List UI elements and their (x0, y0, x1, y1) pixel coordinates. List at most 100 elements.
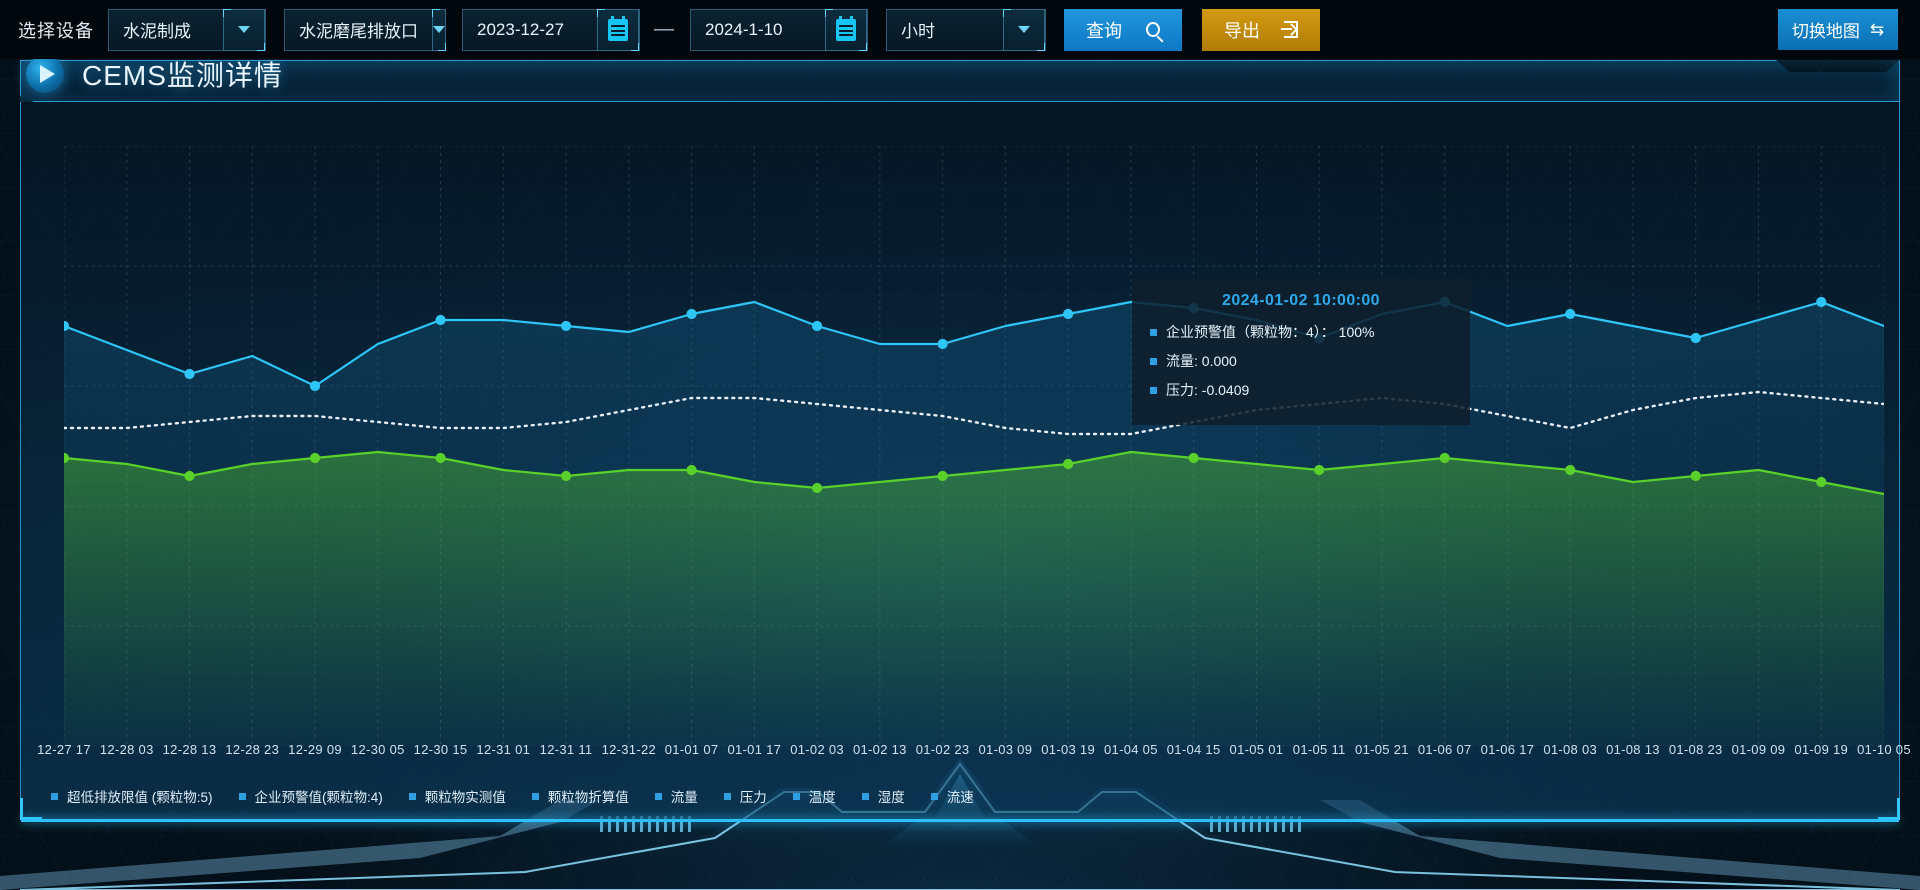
legend-color-swatch (238, 792, 246, 800)
series-markers (64, 452, 1827, 494)
series-line (64, 300, 1884, 388)
tooltip-rows: 企业预警值（颗粒物：4）： 100% 流量: 0.000 压力: -0.0409 (1150, 322, 1452, 400)
legend-color-swatch (531, 792, 539, 800)
device-select[interactable]: 水泥制成 (108, 8, 266, 51)
export-button[interactable]: 导出 (1202, 8, 1320, 51)
legend-item[interactable]: 压力 (723, 786, 767, 806)
x-axis-tick-label: 01-02 03 (790, 742, 844, 757)
end-date-value: 2024-1-10 (705, 19, 783, 39)
x-axis-tick-label: 12-28 03 (99, 742, 154, 757)
legend-item[interactable]: 超低排放限值 (颗粒物:5) (51, 786, 213, 806)
chart-panel: 12-27 17 12-28 03 12-28 13 12-28 23 12-29 09… (20, 102, 1911, 822)
legend-item[interactable]: 颗粒物折算值 (531, 786, 629, 806)
legend-item[interactable]: 湿度 (861, 786, 905, 806)
switch-map-button[interactable]: 切换地图 ⇆ (1778, 9, 1898, 50)
legend-item[interactable]: 企业预警值(颗粒物:4) (238, 786, 383, 806)
play-icon (26, 55, 64, 93)
tooltip-series-marker (1150, 386, 1157, 394)
panel-bottom-accent (21, 819, 1899, 822)
legend-item[interactable]: 温度 (792, 786, 836, 806)
chevron-down-icon[interactable] (1003, 8, 1045, 51)
search-icon (1146, 22, 1160, 37)
x-axis-tick-label: 01-03 09 (978, 742, 1033, 757)
switch-map-label: 切换地图 (1791, 22, 1860, 41)
x-axis-tick-label: 01-06 17 (1480, 742, 1535, 757)
legend-label: 温度 (808, 790, 836, 805)
tooltip-row: 企业预警值（颗粒物：4）： 100% (1150, 322, 1452, 342)
series-area-green (64, 452, 1884, 746)
tooltip-row-text: 压力: -0.0409 (1166, 382, 1250, 398)
legend-item[interactable]: 流速 (930, 786, 974, 806)
tooltip-row: 压力: -0.0409 (1150, 380, 1452, 400)
legend-color-swatch (861, 792, 869, 800)
x-axis-tick-label: 01-01 07 (664, 742, 719, 757)
x-axis-tick-label: 12-28 23 (225, 742, 280, 757)
legend-item[interactable]: 流量 (654, 786, 698, 806)
swap-icon: ⇆ (1869, 19, 1885, 39)
tooltip-row: 流量: 0.000 (1150, 351, 1452, 371)
export-icon (1281, 21, 1298, 38)
x-axis-tick-label: 01-06 07 (1417, 742, 1472, 757)
legend-color-swatch (792, 792, 800, 800)
series-line (64, 450, 1884, 496)
export-button-label: 导出 (1224, 20, 1260, 41)
title-panel (20, 60, 1900, 102)
outlet-select-value: 水泥磨尾排放口 (299, 22, 418, 41)
x-axis-tick-label: 01-08 23 (1668, 742, 1723, 757)
x-axis-tick-label: 01-05 11 (1292, 742, 1346, 757)
tooltip-series-marker (1150, 328, 1157, 336)
x-axis-tick-label: 01-09 19 (1794, 742, 1849, 757)
legend-label: 颗粒物折算值 (547, 790, 629, 805)
page-title: CEMS监测详情 (82, 60, 283, 91)
x-axis-tick-label: 01-01 17 (727, 742, 782, 757)
x-axis-tick-label: 01-03 19 (1041, 742, 1095, 757)
series-line (64, 390, 1884, 436)
chart-tooltip: 2024-01-02 10:00:00 企业预警值（颗粒物：4）： 100% 流量… (1132, 278, 1470, 425)
x-axis-tick-label: 12-30 15 (413, 742, 468, 757)
x-axis-tick-label: 01-02 23 (915, 742, 970, 757)
device-label: 选择设备 (18, 20, 94, 41)
chart-svg (64, 146, 1884, 746)
tooltip-series-marker (1150, 357, 1157, 365)
tooltip-row-text: 流量: 0.000 (1166, 353, 1237, 369)
x-axis-tick-label: 01-02 13 (852, 742, 907, 757)
legend-color-swatch (723, 792, 731, 800)
x-axis-tick-label: 01-04 15 (1166, 742, 1221, 757)
calendar-icon[interactable] (825, 8, 867, 51)
legend-item[interactable]: 颗粒物实测值 (408, 786, 506, 806)
tooltip-row-text: 企业预警值（颗粒物：4）： 100% (1166, 324, 1375, 340)
x-axis-tick-label: 12-28 13 (162, 742, 217, 757)
start-date-value: 2023-12-27 (477, 19, 564, 39)
panel-corner-bottom-left (20, 798, 42, 820)
chart-legend[interactable]: 超低排放限值 (颗粒物:5) 企业预警值(颗粒物:4) 颗粒物实测值 颗粒物折算值 流量… (51, 786, 1000, 806)
date-range-dash: — (654, 18, 674, 40)
x-axis-labels: 12-27 17 12-28 03 12-28 13 12-28 23 12-29 09… (21, 742, 1910, 768)
x-axis-tick-label: 01-08 13 (1606, 742, 1660, 757)
chevron-down-icon[interactable] (223, 8, 265, 51)
x-axis-tick-label: 01-10 05 (1857, 742, 1911, 757)
legend-label: 超低排放限值 (颗粒物:5) (67, 790, 213, 805)
x-axis-tick-label: 12-29 09 (288, 742, 342, 757)
calendar-icon[interactable] (597, 8, 639, 51)
end-date-input[interactable]: 2024-1-10 (690, 8, 868, 51)
chart-plot-area[interactable] (64, 146, 1884, 746)
device-select-value: 水泥制成 (123, 22, 191, 41)
legend-color-swatch (51, 792, 58, 800)
query-button-label: 查询 (1086, 20, 1122, 41)
x-axis-tick-label: 01-04 05 (1104, 742, 1158, 757)
start-date-input[interactable]: 2023-12-27 (462, 8, 640, 51)
query-button[interactable]: 查询 (1064, 8, 1182, 51)
legend-label: 流量 (670, 790, 698, 805)
interval-select[interactable]: 小时 (886, 8, 1046, 51)
legend-color-swatch (930, 792, 938, 800)
legend-label: 流速 (946, 790, 974, 805)
x-axis-tick-label: 12-31 01 (476, 742, 531, 757)
page-title-row: CEMS监测详情 (26, 54, 283, 94)
x-axis-tick-label: 12-30 05 (350, 742, 405, 757)
top-toolbar: 选择设备 水泥制成 水泥磨尾排放口 2023-12-27 — 2024-1-10… (0, 0, 1920, 59)
x-axis-tick-label: 12-27 17 (37, 742, 91, 757)
x-axis-tick-label: 01-05 01 (1229, 742, 1284, 757)
panel-corner-bottom-right (1878, 798, 1900, 820)
chevron-down-icon[interactable] (432, 8, 446, 51)
outlet-select[interactable]: 水泥磨尾排放口 (284, 8, 446, 51)
